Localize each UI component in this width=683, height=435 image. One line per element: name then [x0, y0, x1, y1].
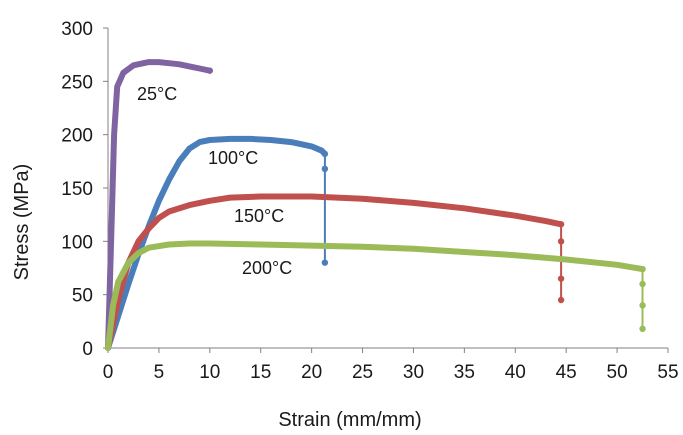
series-25c-end-point [206, 67, 214, 74]
x-tick-label-35: 35 [454, 362, 475, 383]
y-tick-label-200: 200 [61, 126, 93, 147]
series-layer [105, 59, 646, 351]
series-150c-fracture-point-1 [557, 275, 565, 282]
series-100c-curve [105, 135, 328, 351]
x-tick-label-30: 30 [403, 362, 424, 383]
y-axis-title: Stress (MPa) [11, 164, 33, 281]
x-axis-title: Strain (mm/mm) [278, 409, 421, 431]
series-150c-end-point [557, 221, 565, 228]
curve-label-150c: 150°C [234, 206, 284, 226]
series-25c-curve [105, 59, 213, 351]
curve-labels: 25°C 100°C 150°C 200°C [137, 84, 292, 278]
y-tick-label-0: 0 [82, 339, 93, 360]
y-tick-label-300: 300 [61, 19, 93, 40]
y-tick-label-100: 100 [61, 232, 93, 253]
y-tick-label-50: 50 [72, 286, 93, 307]
series-200c-fracture-point-2 [639, 325, 646, 332]
x-tick-label-0: 0 [103, 362, 114, 383]
x-tick-label-20: 20 [301, 362, 322, 383]
x-tick-label-45: 45 [556, 362, 577, 383]
series-100c-end-point [321, 150, 329, 158]
series-200c-fracture-point-0 [639, 280, 646, 288]
x-tick-label-50: 50 [607, 362, 628, 383]
series-150c-fracture-point-0 [557, 238, 565, 245]
series-150c-curve [105, 193, 565, 351]
curve-label-100c: 100°C [208, 148, 258, 168]
y-tick-label-150: 150 [61, 179, 93, 200]
series-100c-fracture-point-0 [321, 165, 329, 172]
x-tick-label-15: 15 [250, 362, 271, 383]
x-tick-label-40: 40 [505, 362, 526, 383]
x-tick-label-25: 25 [352, 362, 373, 383]
x-tick-label-10: 10 [199, 362, 220, 383]
x-tick-label-55: 55 [657, 362, 678, 383]
series-200c-curve [105, 240, 646, 351]
curve-label-200c: 200°C [242, 258, 292, 278]
series-150c-fracture-point-2 [557, 296, 565, 304]
y-tick-label-250: 250 [61, 72, 93, 93]
series-200c-end-point [639, 265, 646, 273]
tick-marks [103, 27, 669, 353]
curve-label-25c: 25°C [137, 84, 177, 104]
axes [107, 28, 668, 349]
series-200c-fracture-point-1 [639, 302, 646, 309]
series-100c-fracture-point-1 [321, 259, 329, 266]
x-tick-label-5: 5 [154, 362, 165, 383]
tick-labels: 0 5 10 15 20 25 30 35 40 45 50 55 0 50 100 150 200 250 300 [61, 19, 678, 383]
